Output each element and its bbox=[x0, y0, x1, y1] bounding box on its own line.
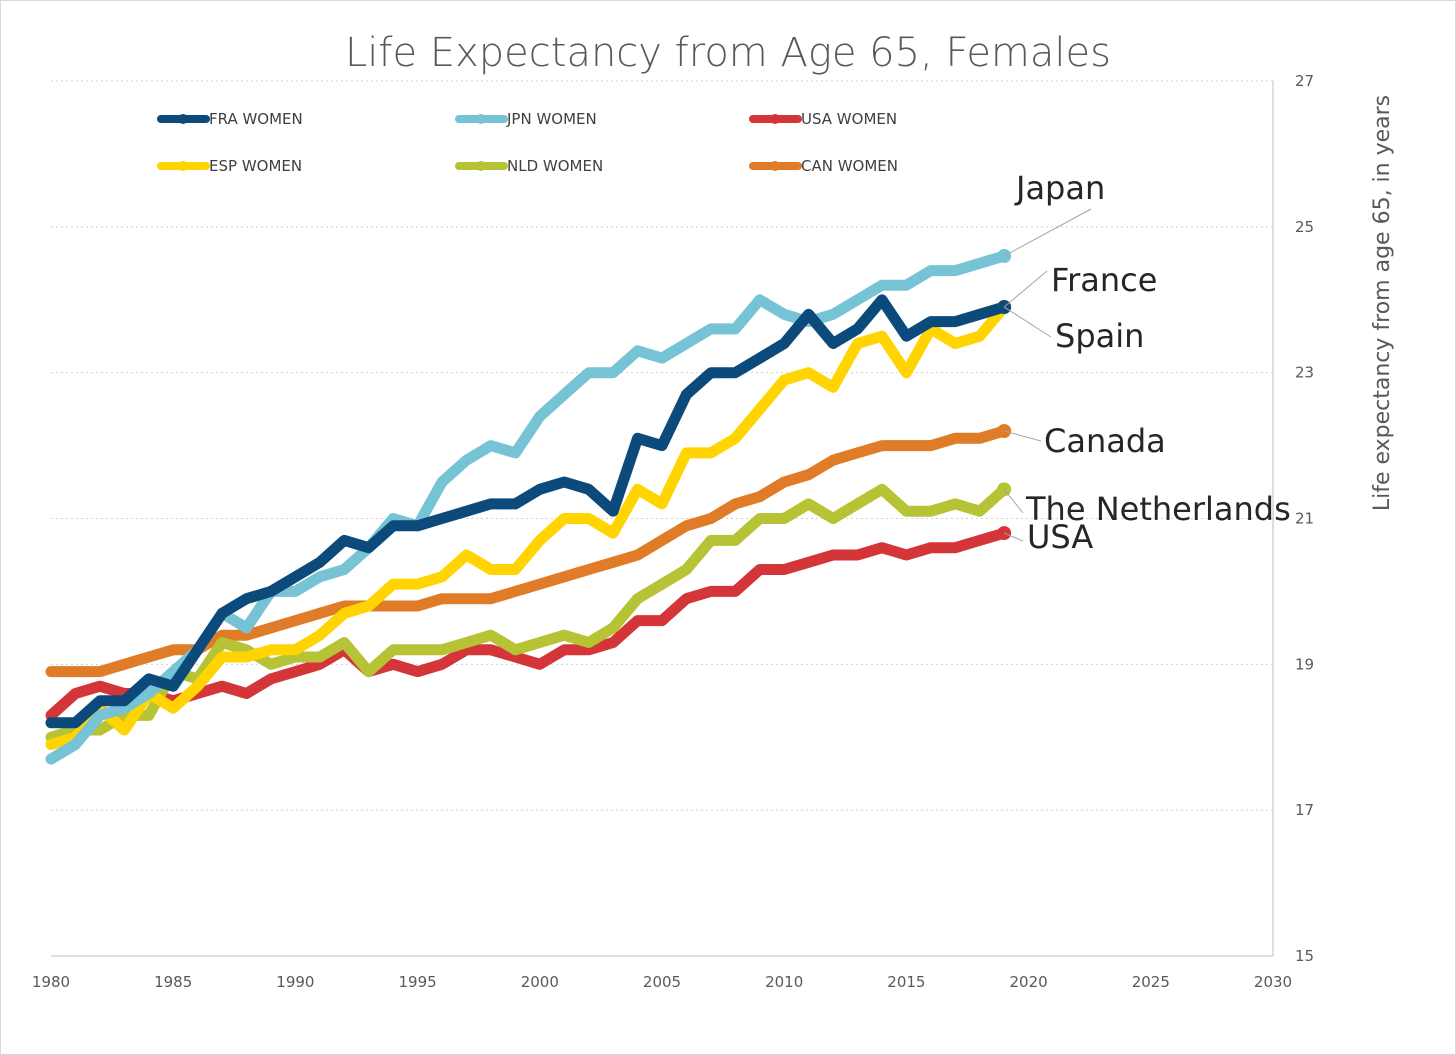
annotation-leader bbox=[1003, 532, 1024, 542]
series-line-esp-women bbox=[45, 301, 1010, 750]
legend-label: ESP WOMEN bbox=[209, 157, 302, 175]
legend-marker bbox=[476, 114, 486, 124]
series-annotations: France Japan USA Spain The Netherlands Canada bbox=[1003, 169, 1291, 556]
legend-marker bbox=[770, 161, 780, 171]
x-tick-label: 2000 bbox=[521, 973, 559, 991]
x-tick-label: 1995 bbox=[399, 973, 437, 991]
y-tick-label: 21 bbox=[1295, 510, 1314, 528]
legend-label: NLD WOMEN bbox=[507, 157, 603, 175]
series-line-fra-women bbox=[45, 294, 1010, 729]
annotation-leader bbox=[1003, 306, 1052, 338]
annotation-label: The Netherlands bbox=[1025, 490, 1291, 528]
y-tick-label: 25 bbox=[1295, 218, 1314, 236]
y-tick-label: 23 bbox=[1295, 364, 1314, 382]
x-tick-label: 2025 bbox=[1132, 973, 1170, 991]
x-tick-label: 1985 bbox=[154, 973, 192, 991]
annotation-leader bbox=[1003, 270, 1048, 308]
legend-marker bbox=[178, 161, 188, 171]
x-tick-label: 2020 bbox=[1010, 973, 1048, 991]
annotation-label: USA bbox=[1027, 518, 1093, 556]
legend-label: FRA WOMEN bbox=[209, 110, 303, 128]
y-axis-label: Life expectancy from age 65, in years bbox=[1370, 95, 1395, 511]
y-tick-label: 19 bbox=[1295, 655, 1314, 673]
legend-label: JPN WOMEN bbox=[506, 110, 597, 128]
x-tick-label: 2005 bbox=[643, 973, 681, 991]
legend-marker bbox=[770, 114, 780, 124]
x-tick-label: 2015 bbox=[887, 973, 925, 991]
series-line-nld-women bbox=[45, 483, 1010, 743]
axes bbox=[51, 81, 1274, 957]
x-tick-label: 1990 bbox=[276, 973, 314, 991]
y-tick-label: 27 bbox=[1295, 72, 1314, 90]
annotation-leader bbox=[1003, 489, 1024, 514]
series-line-can-women bbox=[45, 425, 1010, 678]
series-lines bbox=[45, 249, 1012, 765]
series-line-usa-women bbox=[45, 527, 1010, 721]
chart-title: Life Expectancy from Age 65, Females bbox=[345, 30, 1111, 76]
legend-marker bbox=[178, 114, 188, 124]
annotation-label: Japan bbox=[1014, 169, 1105, 207]
x-tick-labels: 1980 1985 1990 1995 2000 2005 2010 2015 2020 2025… bbox=[32, 973, 1292, 991]
annotation-leader bbox=[1004, 430, 1042, 442]
legend: FRA WOMEN JPN WOMEN USA WOMEN ESP WOMEN NLD … bbox=[157, 110, 898, 175]
legend-label: USA WOMEN bbox=[801, 110, 897, 128]
x-tick-label: 2030 bbox=[1254, 973, 1292, 991]
annotation-label: Spain bbox=[1055, 317, 1144, 355]
y-tick-labels: 15 17 19 21 23 25 27 bbox=[1295, 72, 1314, 965]
y-tick-label: 15 bbox=[1295, 947, 1314, 965]
x-tick-label: 2010 bbox=[765, 973, 803, 991]
gridlines bbox=[51, 80, 1273, 811]
annotation-label: France bbox=[1051, 261, 1157, 299]
legend-marker bbox=[476, 161, 486, 171]
y-tick-label: 17 bbox=[1295, 801, 1314, 819]
legend-label: CAN WOMEN bbox=[801, 157, 898, 175]
annotation-leader bbox=[1003, 208, 1092, 257]
x-tick-label: 1980 bbox=[32, 973, 70, 991]
annotation-label: Canada bbox=[1044, 422, 1166, 460]
